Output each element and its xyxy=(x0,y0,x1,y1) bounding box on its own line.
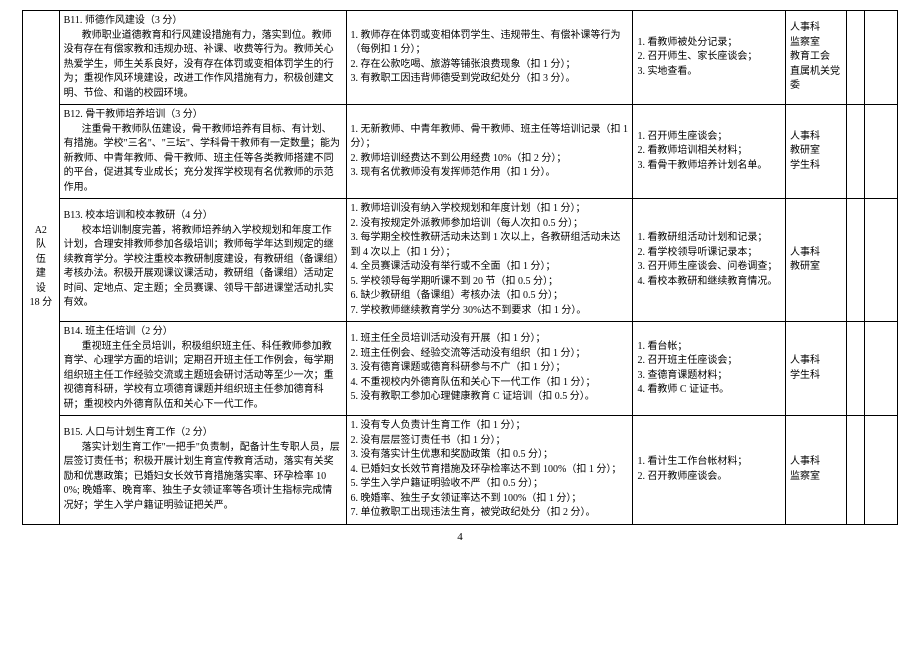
category-score: 18 分 xyxy=(27,296,55,311)
item-body: 校本培训制度完善，将教师培养纳入学校规划和年度工作计划，合理安排教师参加各级培训… xyxy=(64,224,342,311)
dept-cell: 人事科 监察室 教育工会 直属机关党委 xyxy=(786,11,847,105)
spare-cell-2 xyxy=(865,416,898,525)
item-cell: B12. 骨干教师培养培训（3 分） 注重骨干教师队伍建设，骨干教师培养有目标、… xyxy=(59,105,346,199)
category-name-l4: 设 xyxy=(27,282,55,297)
deduct-cell: 1. 无新教师、中青年教师、骨干教师、班主任等培训记录（扣 1 分）； 2. 教… xyxy=(346,105,633,199)
item-title: B13. 校本培训和校本教研（4 分） xyxy=(64,209,342,224)
table-row: A2 队 伍 建 设 18 分 B11. 师德作风建设（3 分） 教师职业道德教… xyxy=(23,11,898,105)
spare-cell-1 xyxy=(847,199,865,322)
deduct-cell: 1. 没有专人负责计生育工作（扣 1 分）； 2. 没有层层签订责任书（扣 1 … xyxy=(346,416,633,525)
item-body: 注重骨干教师队伍建设，骨干教师培养有目标、有计划、有措施。学校"三名"、"三坛"… xyxy=(64,123,342,196)
spare-cell-2 xyxy=(865,11,898,105)
page-number: 4 xyxy=(22,531,898,543)
item-title: B15. 人口与计划生育工作（2 分） xyxy=(64,426,342,441)
dept-cell: 人事科 教研室 学生科 xyxy=(786,105,847,199)
spare-cell-1 xyxy=(847,416,865,525)
item-body: 教师职业道德教育和行风建设措施有力，落实到位。教师没有存在有偿家教和违规办班、补… xyxy=(64,29,342,102)
item-body: 落实计划生育工作"一把手"负责制，配备计生专职人员，层层签订责任书；积极开展计划… xyxy=(64,441,342,514)
item-cell: B15. 人口与计划生育工作（2 分） 落实计划生育工作"一把手"负责制，配备计… xyxy=(59,416,346,525)
item-cell: B14. 班主任培训（2 分） 重视班主任全员培训，积极组织班主任、科任教师参加… xyxy=(59,322,346,416)
method-cell: 1. 看台帐； 2. 召开班主任座谈会； 3. 查德育课题材料； 4. 看教师 … xyxy=(633,322,786,416)
category-name-l3: 建 xyxy=(27,267,55,282)
item-body: 重视班主任全员培训，积极组织班主任、科任教师参加教育学、心理学方面的培训；定期召… xyxy=(64,340,342,413)
method-cell: 1. 看教师被处分记录； 2. 召开师生、家长座谈会； 3. 实地查看。 xyxy=(633,11,786,105)
table-row: B13. 校本培训和校本教研（4 分） 校本培训制度完善，将教师培养纳入学校规划… xyxy=(23,199,898,322)
category-name-l1: 队 xyxy=(27,238,55,253)
table-row: B15. 人口与计划生育工作（2 分） 落实计划生育工作"一把手"负责制，配备计… xyxy=(23,416,898,525)
dept-cell: 人事科 教研室 xyxy=(786,199,847,322)
item-title: B12. 骨干教师培养培训（3 分） xyxy=(64,108,342,123)
item-title: B14. 班主任培训（2 分） xyxy=(64,325,342,340)
item-title: B11. 师德作风建设（3 分） xyxy=(64,14,342,29)
spare-cell-1 xyxy=(847,11,865,105)
method-cell: 1. 看教研组活动计划和记录； 2. 看学校领导听课记录本； 3. 召开师生座谈… xyxy=(633,199,786,322)
item-cell: B13. 校本培训和校本教研（4 分） 校本培训制度完善，将教师培养纳入学校规划… xyxy=(59,199,346,322)
deduct-cell: 1. 教师培训没有纳入学校规划和年度计划（扣 1 分）； 2. 没有按规定外派教… xyxy=(346,199,633,322)
spare-cell-2 xyxy=(865,199,898,322)
dept-cell: 人事科 学生科 xyxy=(786,322,847,416)
spare-cell-2 xyxy=(865,105,898,199)
method-cell: 1. 召开师生座谈会； 2. 看教师培训相关材料； 3. 看骨干教师培养计划名单… xyxy=(633,105,786,199)
category-name-l2: 伍 xyxy=(27,253,55,268)
category-code: A2 xyxy=(27,224,55,239)
table-row: B14. 班主任培训（2 分） 重视班主任全员培训，积极组织班主任、科任教师参加… xyxy=(23,322,898,416)
table-row: B12. 骨干教师培养培训（3 分） 注重骨干教师队伍建设，骨干教师培养有目标、… xyxy=(23,105,898,199)
dept-cell: 人事科 监察室 xyxy=(786,416,847,525)
item-cell: B11. 师德作风建设（3 分） 教师职业道德教育和行风建设措施有力，落实到位。… xyxy=(59,11,346,105)
spare-cell-1 xyxy=(847,105,865,199)
method-cell: 1. 看计生工作台帐材料； 2. 召开教师座谈会。 xyxy=(633,416,786,525)
spare-cell-2 xyxy=(865,322,898,416)
spare-cell-1 xyxy=(847,322,865,416)
evaluation-table: A2 队 伍 建 设 18 分 B11. 师德作风建设（3 分） 教师职业道德教… xyxy=(22,10,898,525)
category-cell: A2 队 伍 建 设 18 分 xyxy=(23,11,60,525)
deduct-cell: 1. 班主任全员培训活动没有开展（扣 1 分）； 2. 班主任例会、经验交流等活… xyxy=(346,322,633,416)
deduct-cell: 1. 教师存在体罚或变相体罚学生、违规带生、有偿补课等行为（每例扣 1 分）； … xyxy=(346,11,633,105)
